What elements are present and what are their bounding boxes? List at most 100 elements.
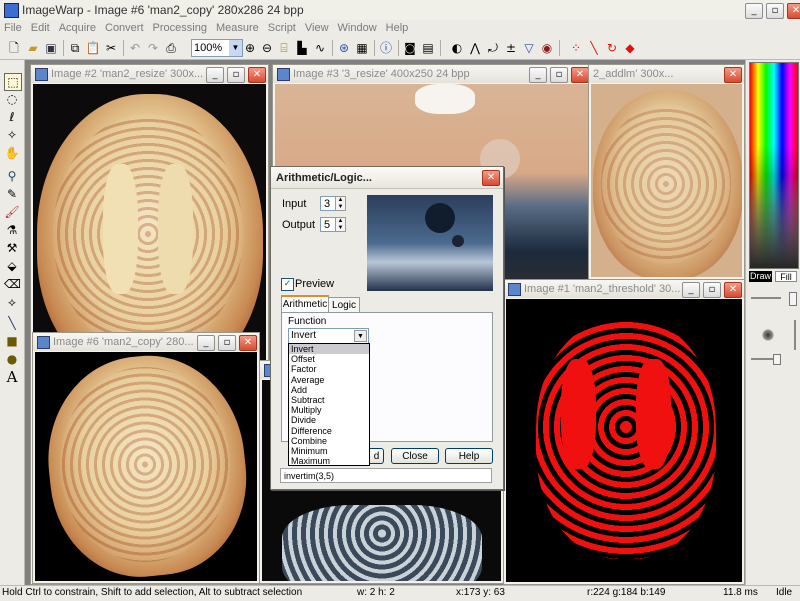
plus-minus-icon[interactable]: ± [505, 41, 517, 55]
hardness-slider[interactable] [751, 358, 781, 360]
copy-icon[interactable]: ⧉ [70, 41, 80, 55]
text-tool-icon[interactable]: A [6, 368, 18, 386]
close-button[interactable]: ✕ [724, 67, 742, 83]
target-icon[interactable]: ◉ [541, 41, 553, 55]
minimize-button[interactable]: _ [206, 67, 224, 83]
document-icon[interactable]: ▤ [422, 41, 434, 55]
menu-edit[interactable]: Edit [30, 22, 50, 34]
line-icon[interactable]: ╲ [590, 41, 598, 55]
output-spinner-arrows[interactable]: ▲ ▼ [335, 217, 346, 232]
image-canvas[interactable] [506, 299, 742, 582]
menu-processing[interactable]: Processing [152, 22, 207, 34]
slider-handle[interactable] [773, 354, 781, 365]
option-add[interactable]: Add [291, 384, 308, 395]
option-multiply[interactable]: Multiply [291, 405, 322, 416]
maximize-button[interactable]: ▫ [218, 335, 236, 351]
option-offset[interactable]: Offset [291, 354, 315, 365]
preview-checkbox[interactable]: ✓ [281, 278, 294, 291]
input-spinner-arrows[interactable]: ▲ ▼ [335, 196, 346, 211]
paste-icon[interactable]: 📋 [85, 41, 101, 55]
loop-icon[interactable]: ↻ [606, 41, 618, 55]
blend-icon[interactable]: ⟡ [8, 295, 16, 309]
option-combine[interactable]: Combine [291, 435, 328, 446]
warp-icon[interactable]: ⋀ [470, 41, 480, 55]
hand-icon[interactable]: ✋ [4, 146, 20, 160]
close-button[interactable]: ✕ [239, 335, 257, 351]
undo-icon[interactable]: ↶ [129, 41, 141, 55]
menu-help[interactable]: Help [385, 22, 409, 34]
maximize-button[interactable]: ▫ [227, 67, 245, 83]
menu-script[interactable]: Script [267, 22, 296, 34]
menu-acquire[interactable]: Acquire [58, 22, 96, 34]
maximize-button[interactable]: ▫ [766, 3, 784, 19]
stamp-icon[interactable]: ⚒ [6, 241, 18, 255]
fit-window-icon[interactable]: ⌸ [280, 41, 288, 55]
contrast-icon[interactable]: ◐ [451, 41, 463, 55]
pencil-icon[interactable]: ✎ [6, 187, 18, 201]
histogram-icon[interactable]: ▙ [297, 41, 307, 55]
minimize-button[interactable]: _ [197, 335, 215, 351]
points-icon[interactable]: ⁘ [570, 41, 582, 55]
color-spectrum[interactable] [749, 62, 799, 269]
zoom-in-icon[interactable]: ⊕ [244, 41, 256, 55]
fill-bucket-icon[interactable]: ⬙ [7, 259, 17, 273]
image-canvas[interactable] [35, 352, 257, 581]
option-invert[interactable]: Invert [289, 344, 369, 355]
dialog-close-button[interactable]: ✕ [482, 170, 500, 186]
zoom-out-icon[interactable]: ⊖ [261, 41, 273, 55]
rotate-icon[interactable]: ⤾ [488, 41, 498, 55]
option-factor[interactable]: Factor [291, 364, 317, 375]
menu-measure[interactable]: Measure [215, 22, 259, 34]
close-button[interactable]: ✕ [248, 67, 266, 83]
slider-handle[interactable] [789, 292, 797, 306]
option-maximum[interactable]: Maximum [291, 456, 331, 467]
ellipse-select-icon[interactable]: ◌ [6, 92, 18, 106]
maximize-button[interactable]: ▫ [703, 282, 721, 298]
option-difference[interactable]: Difference [291, 425, 332, 436]
save-icon[interactable]: ▣ [45, 41, 57, 55]
print-icon[interactable]: ⎙ [166, 41, 176, 55]
minimize-button[interactable]: _ [682, 282, 700, 298]
brush-size-slider[interactable] [751, 297, 781, 299]
option-minimum[interactable]: Minimum [291, 445, 328, 456]
help-button[interactable]: Help [445, 448, 493, 464]
lasso-icon[interactable]: ℓ [9, 110, 15, 124]
tab-logic[interactable]: Logic [328, 297, 360, 314]
magic-wand-icon[interactable]: ✧ [6, 128, 18, 142]
eyedropper-icon[interactable]: ⚲ [7, 169, 17, 183]
opacity-slider[interactable] [794, 320, 796, 350]
rectangle-tool-icon[interactable]: ■ [6, 334, 18, 348]
eraser-icon[interactable]: ⌫ [4, 277, 21, 291]
fill-color-swatch[interactable]: Fill [775, 271, 797, 282]
brush-icon[interactable]: 🖌 [4, 205, 20, 219]
option-divide[interactable]: Divide [291, 415, 317, 426]
info-icon[interactable]: ⓘ [379, 41, 392, 55]
new-file-icon[interactable]: 🗋 [9, 41, 19, 55]
airbrush-icon[interactable]: ⚗ [6, 223, 18, 237]
ellipse-tool-icon[interactable]: ● [6, 352, 18, 366]
profile-icon[interactable]: ∿ [314, 41, 326, 55]
polygon-icon[interactable]: ◆ [625, 41, 635, 55]
add-button[interactable]: d [370, 448, 384, 464]
rect-select-icon[interactable]: ⬚ [4, 73, 22, 91]
close-dialog-button[interactable]: Close [391, 448, 439, 464]
function-select[interactable]: Invert ▼ [288, 328, 369, 344]
close-button[interactable]: ✕ [787, 3, 800, 19]
menu-convert[interactable]: Convert [105, 22, 144, 34]
line-tool-icon[interactable]: ╲ [8, 316, 16, 330]
close-button[interactable]: ✕ [724, 282, 742, 298]
filter-icon[interactable]: ▽ [524, 41, 534, 55]
matrix-icon[interactable]: ▦ [356, 41, 368, 55]
minimize-button[interactable]: _ [745, 3, 763, 19]
menu-view[interactable]: View [304, 22, 329, 34]
option-subtract[interactable]: Subtract [291, 394, 325, 405]
grid-icon[interactable]: ⊛ [338, 41, 350, 55]
minimize-button[interactable]: _ [529, 67, 547, 83]
image-canvas[interactable] [591, 84, 742, 277]
camera-icon[interactable]: ◙ [404, 41, 416, 55]
menu-file[interactable]: File [4, 22, 22, 34]
close-button[interactable]: ✕ [571, 67, 589, 83]
redo-icon[interactable]: ↷ [147, 41, 159, 55]
draw-color-swatch[interactable]: Draw [749, 271, 772, 282]
cut-icon[interactable]: ✂ [105, 41, 117, 55]
